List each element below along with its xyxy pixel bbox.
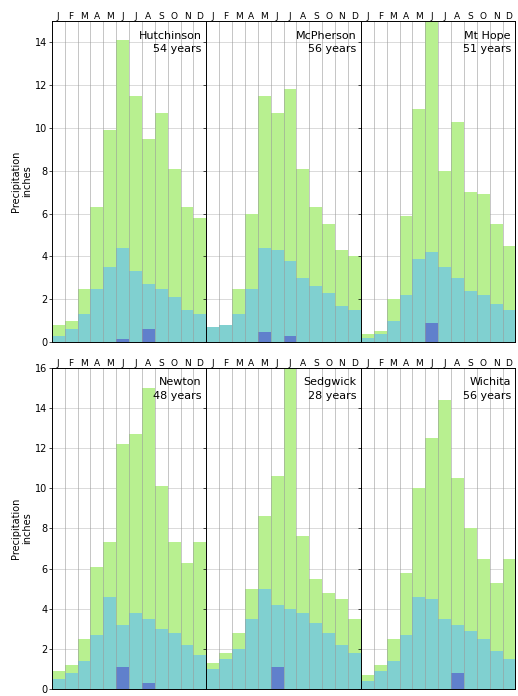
Text: Wichita
56 years: Wichita 56 years	[463, 377, 511, 401]
Y-axis label: Precipitation
inches: Precipitation inches	[11, 498, 33, 559]
Text: Sedgwick
28 years: Sedgwick 28 years	[303, 377, 356, 401]
Text: Mt Hope
51 years: Mt Hope 51 years	[463, 31, 511, 54]
Text: Hutchinson
54 years: Hutchinson 54 years	[139, 31, 202, 54]
Text: McPherson
56 years: McPherson 56 years	[295, 31, 356, 54]
Y-axis label: Precipitation
inches: Precipitation inches	[11, 151, 33, 212]
Text: Newton
48 years: Newton 48 years	[153, 377, 202, 401]
